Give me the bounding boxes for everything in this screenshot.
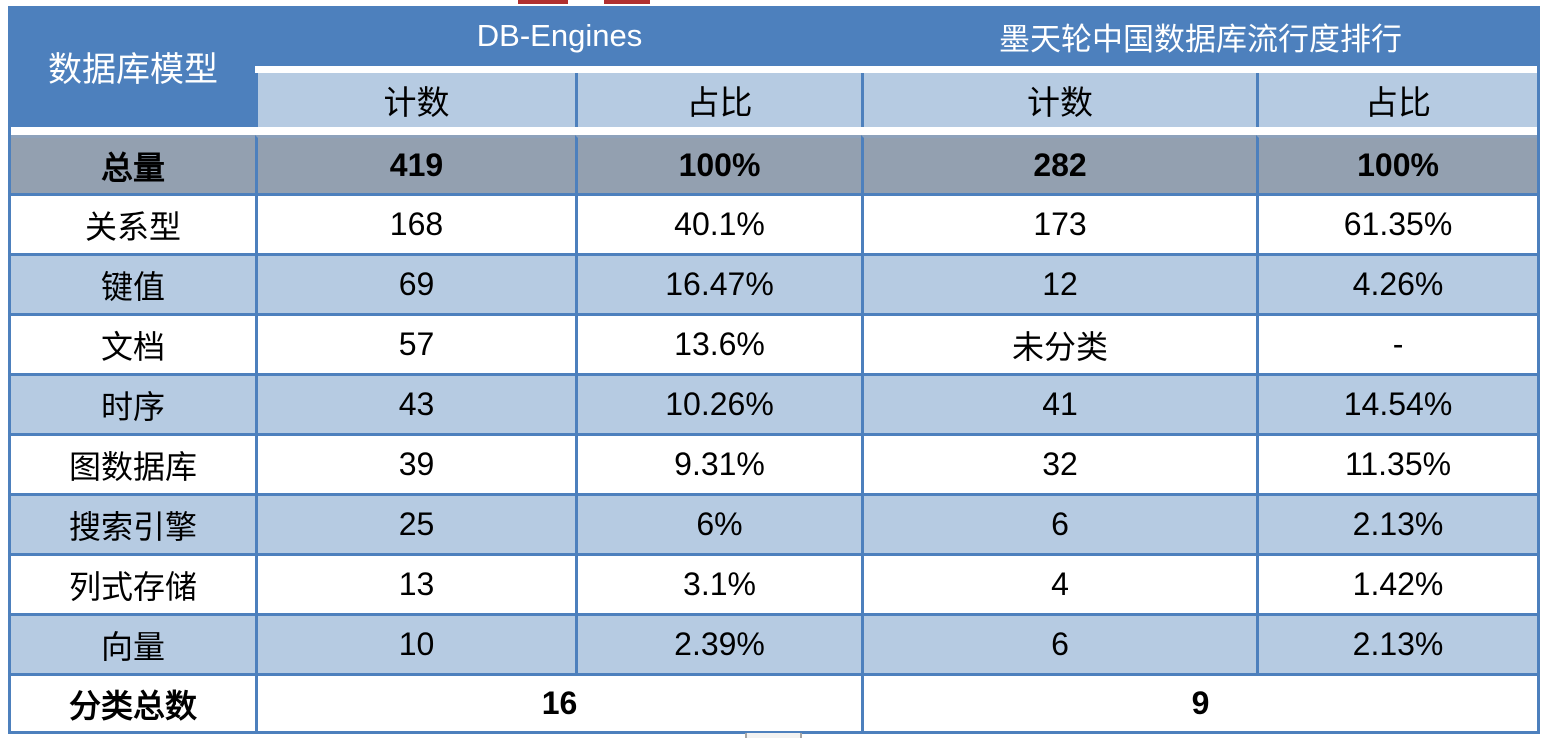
db-engines-share-cell: 100% [575,135,862,193]
modb-share-cell: 61.35% [1256,193,1538,253]
modb-share-cell: - [1256,313,1538,373]
modb-count-cell: 6 [861,493,1257,553]
row-header-cell: 数据库模型 [11,6,255,127]
sub-header-row: 计数 占比 计数 占比 [11,73,1538,127]
modb-count-cell: 12 [861,253,1257,313]
group-header-modb-ranking: 墨天轮中国数据库流行度排行 [861,6,1538,66]
row-label-cell: 向量 [11,613,255,673]
db-engines-share-cell: 40.1% [575,193,862,253]
modb-share-cell: 1.42% [1256,553,1538,613]
row-label-cell: 分类总数 [11,673,255,731]
db-engines-share-cell: 10.26% [575,373,862,433]
db-engines-share-cell: 6% [575,493,862,553]
db-engines-share-cell: 2.39% [575,613,862,673]
row-label-cell: 总量 [11,135,255,193]
db-engines-count-header: 计数 [255,73,575,127]
table-row: 列式存储 13 3.1% 4 1.42% [11,553,1538,613]
db-engines-count-cell: 13 [255,553,575,613]
row-label-cell: 图数据库 [11,433,255,493]
table-row: 时序 43 10.26% 41 14.54% [11,373,1538,433]
modb-share-cell: 4.26% [1256,253,1538,313]
db-engines-count-cell: 419 [255,135,575,193]
modb-count-cell: 4 [861,553,1257,613]
db-engines-share-cell: 16.47% [575,253,862,313]
db-engines-share-header: 占比 [575,73,862,127]
modb-count-cell: 173 [861,193,1257,253]
category-total-row: 分类总数 16 9 [11,673,1538,731]
subheader-gap [11,127,1538,135]
db-engines-count-cell: 39 [255,433,575,493]
db-engines-category-total-cell: 16 [255,673,862,731]
cropped-red-text-remnant [604,0,650,4]
group-header-db-engines: DB-Engines [255,6,862,66]
db-engines-count-cell: 69 [255,253,575,313]
db-engines-share-cell: 3.1% [575,553,862,613]
table-row: 图数据库 39 9.31% 32 11.35% [11,433,1538,493]
table-row: 文档 57 13.6% 未分类 - [11,313,1538,373]
row-label-cell: 文档 [11,313,255,373]
modb-category-total-cell: 9 [861,673,1538,731]
db-engines-count-cell: 57 [255,313,575,373]
db-engines-count-cell: 25 [255,493,575,553]
db-engines-count-cell: 43 [255,373,575,433]
row-label-cell: 关系型 [11,193,255,253]
header-gap [255,66,1538,73]
modb-count-cell: 32 [861,433,1257,493]
db-engines-share-cell: 9.31% [575,433,862,493]
row-label-cell: 列式存储 [11,553,255,613]
scrollbar-fragment [745,733,802,738]
modb-count-cell: 41 [861,373,1257,433]
modb-share-cell: 11.35% [1256,433,1538,493]
row-label-cell: 时序 [11,373,255,433]
cropped-red-text-remnant [518,0,568,4]
header-gap-row [11,66,1538,73]
row-label-cell: 键值 [11,253,255,313]
table-row: 向量 10 2.39% 6 2.13% [11,613,1538,673]
table-row: 键值 69 16.47% 12 4.26% [11,253,1538,313]
db-engines-share-cell: 13.6% [575,313,862,373]
db-engines-count-cell: 168 [255,193,575,253]
modb-share-cell: 100% [1256,135,1538,193]
modb-share-header: 占比 [1256,73,1538,127]
total-row: 总量 419 100% 282 100% [11,135,1538,193]
row-label-cell: 搜索引擎 [11,493,255,553]
table-row: 关系型 168 40.1% 173 61.35% [11,193,1538,253]
modb-share-cell: 2.13% [1256,613,1538,673]
modb-share-cell: 14.54% [1256,373,1538,433]
modb-count-cell: 未分类 [861,313,1257,373]
modb-count-header: 计数 [861,73,1257,127]
database-model-comparison-table: 数据库模型 DB-Engines 墨天轮中国数据库流行度排行 计数 占比 计数 … [8,6,1541,734]
subheader-gap-row [11,127,1538,135]
table-row: 搜索引擎 25 6% 6 2.13% [11,493,1538,553]
db-engines-count-cell: 10 [255,613,575,673]
modb-count-cell: 282 [861,135,1257,193]
modb-count-cell: 6 [861,613,1257,673]
group-header-row: 数据库模型 DB-Engines 墨天轮中国数据库流行度排行 [11,6,1538,127]
modb-share-cell: 2.13% [1256,493,1538,553]
